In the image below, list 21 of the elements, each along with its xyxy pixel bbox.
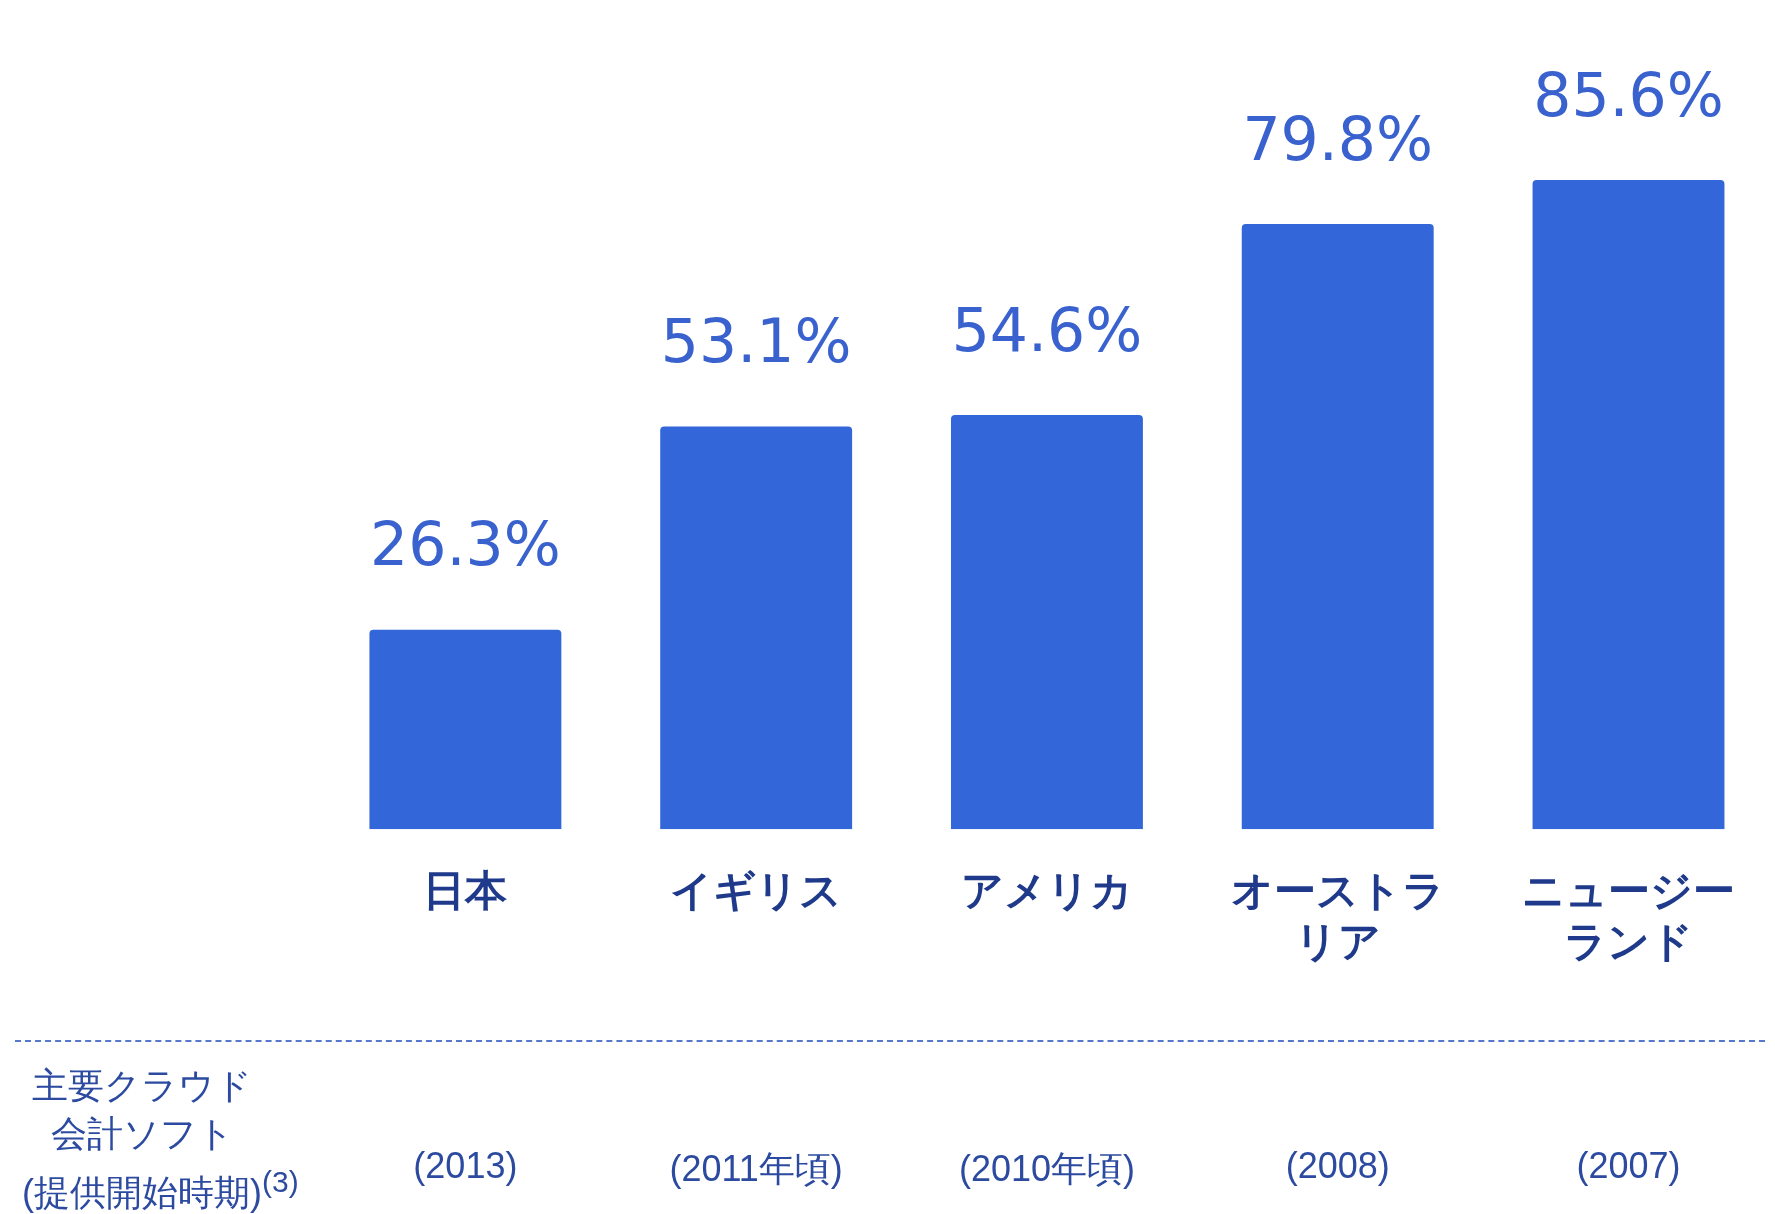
bar (660, 426, 853, 830)
text: (2013) (412, 1145, 519, 1187)
x-tick-label: アメリカ (960, 866, 1133, 916)
bar (950, 415, 1143, 830)
text: (2008) (1284, 1145, 1391, 1187)
data-label: 54.6% (951, 294, 1143, 365)
data-label: 85.6% (1533, 59, 1724, 130)
data-label: 53.1% (660, 306, 852, 377)
bar (1532, 180, 1725, 830)
data-label: 79.8% (1242, 103, 1434, 174)
x-tick-label: オーストラリア (1230, 866, 1445, 966)
bar (369, 629, 562, 830)
x-tick-label: イギリス (670, 866, 843, 916)
text: (2011年頃) (668, 1147, 844, 1191)
x-tick-label: 日本 (423, 866, 508, 916)
text: 主要クラウド会計ソフト(提供開始時期)$^{(3)}$ (22, 1064, 299, 1214)
x-tick-label: ニュージーランド (1522, 866, 1735, 966)
data-label: 26.3% (370, 509, 561, 580)
text: (2010年頃) (957, 1147, 1136, 1191)
text: (2007) (1575, 1145, 1682, 1187)
bar (1241, 223, 1434, 830)
